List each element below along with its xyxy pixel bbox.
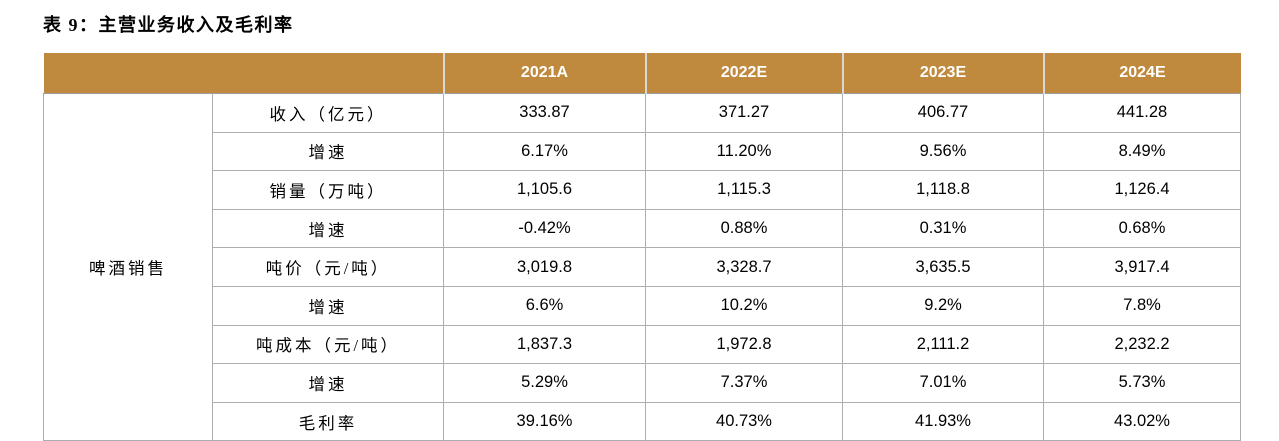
table-row: 增速 6.17% 11.20% 9.56% 8.49% [44,131,1241,172]
row-label: 吨价（元/吨） [212,247,444,287]
row-label: 毛利率 [212,401,444,441]
cell-value: 43.02% [1043,401,1241,441]
header-year-2023e: 2023E [841,53,1044,94]
report-page: 表 9：主营业务收入及毛利率 2021A 2022E 2023E 2024E 啤… [43,15,1241,441]
cell-value: 39.16% [443,401,646,441]
cell-value: 9.56% [842,131,1044,172]
cell-value: 9.2% [842,285,1044,326]
row-label: 收入（亿元） [212,93,444,133]
cell-value: -0.42% [443,208,646,249]
cell-value: 0.31% [842,208,1044,249]
cell-value: 6.17% [443,131,646,172]
cell-value: 5.73% [1043,363,1241,403]
row-label: 销量（万吨） [212,170,444,210]
row-label: 增速 [212,131,444,172]
cell-value: 6.6% [443,285,646,326]
cell-value: 441.28 [1043,93,1241,133]
cell-value: 3,019.8 [443,247,646,287]
header-corner-cell [43,53,444,94]
cell-value: 0.68% [1043,208,1241,249]
header-year-2024e: 2024E [1042,53,1241,94]
header-row: 2021A 2022E 2023E 2024E [43,53,1241,94]
header-year-2022e: 2022E [644,53,843,94]
table-row: 增速 -0.42% 0.88% 0.31% 0.68% [44,208,1241,249]
cell-value: 1,972.8 [645,324,843,365]
cell-value: 5.29% [443,363,646,403]
table-row: 增速 5.29% 7.37% 7.01% 5.73% [44,363,1241,403]
table-row: 啤酒销售 收入（亿元） 333.87 371.27 406.77 441.28 [43,92,1241,441]
cell-value: 41.93% [842,401,1044,441]
cell-value: 406.77 [842,93,1044,133]
cell-value: 10.2% [645,285,843,326]
table-row: 吨成本（元/吨） 1,837.3 1,972.8 2,111.2 2,232.2 [44,324,1241,365]
row-label: 增速 [212,285,444,326]
cell-value: 8.49% [1043,131,1241,172]
cell-value: 7.8% [1043,285,1241,326]
cell-value: 3,328.7 [645,247,843,287]
cell-value: 1,837.3 [443,324,646,365]
cell-value: 1,126.4 [1043,170,1241,210]
cell-value: 333.87 [443,93,646,133]
cell-value: 0.88% [645,208,843,249]
cell-value: 3,635.5 [842,247,1044,287]
table-row: 毛利率 39.16% 40.73% 41.93% 43.02% [44,401,1241,441]
table-title: 表 9：主营业务收入及毛利率 [43,15,294,35]
group-label-cell: 啤酒销售 [43,92,213,441]
cell-value: 1,105.6 [443,170,646,210]
table-row: 销量（万吨） 1,105.6 1,115.3 1,118.8 1,126.4 [44,170,1241,210]
table-row: 吨价（元/吨） 3,019.8 3,328.7 3,635.5 3,917.4 [44,247,1241,287]
cell-value: 1,118.8 [842,170,1044,210]
row-label: 增速 [212,363,444,403]
header-year-2021a: 2021A [442,53,646,94]
row-label: 增速 [212,208,444,249]
cell-value: 40.73% [645,401,843,441]
row-label: 吨成本（元/吨） [212,324,444,365]
cell-value: 2,232.2 [1043,324,1241,365]
cell-value: 1,115.3 [645,170,843,210]
table-row: 增速 6.6% 10.2% 9.2% 7.8% [44,285,1241,326]
cell-value: 371.27 [645,93,843,133]
revenue-margin-table: 2021A 2022E 2023E 2024E 啤酒销售 收入（亿元） 333.… [43,53,1241,441]
cell-value: 7.37% [645,363,843,403]
cell-value: 7.01% [842,363,1044,403]
cell-value: 3,917.4 [1043,247,1241,287]
cell-value: 11.20% [645,131,843,172]
cell-value: 2,111.2 [842,324,1044,365]
